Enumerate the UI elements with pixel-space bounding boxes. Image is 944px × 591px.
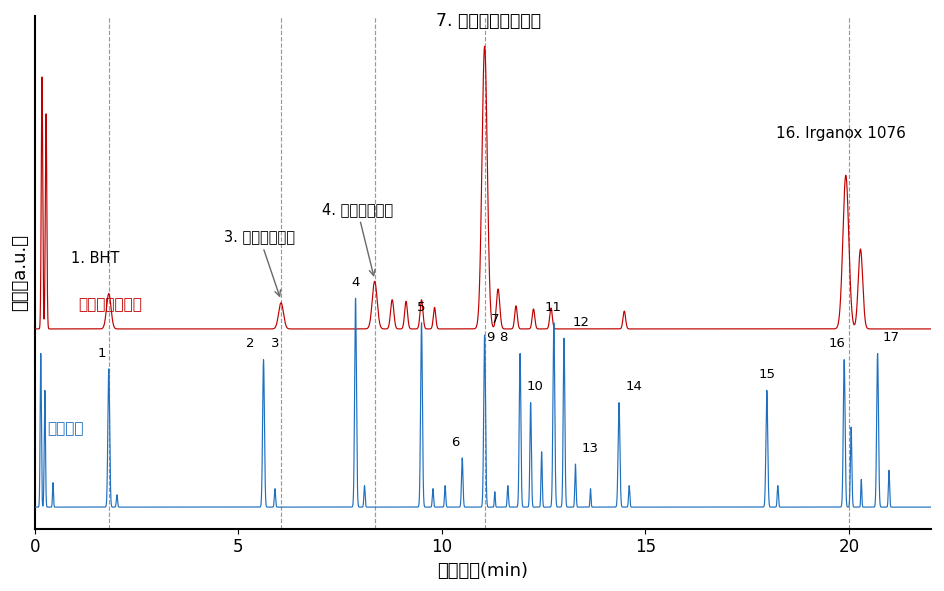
Text: 4. ステアリン酸: 4. ステアリン酸 bbox=[321, 202, 393, 275]
Text: 13: 13 bbox=[581, 442, 598, 455]
Text: 17: 17 bbox=[881, 332, 898, 345]
X-axis label: 保持時間(min): 保持時間(min) bbox=[437, 562, 528, 580]
Text: 8: 8 bbox=[499, 332, 508, 345]
Text: 9: 9 bbox=[486, 332, 495, 345]
Text: 15: 15 bbox=[757, 368, 774, 381]
Text: 16: 16 bbox=[828, 337, 844, 350]
Text: 10: 10 bbox=[526, 381, 543, 394]
Text: 11: 11 bbox=[544, 301, 561, 314]
Text: 5: 5 bbox=[417, 301, 426, 314]
Text: 標準試料: 標準試料 bbox=[47, 421, 84, 436]
Text: 14: 14 bbox=[625, 381, 642, 394]
Text: 7: 7 bbox=[490, 313, 498, 326]
Text: 1. BHT: 1. BHT bbox=[71, 251, 119, 266]
Text: 4: 4 bbox=[351, 276, 360, 289]
Text: 3: 3 bbox=[270, 337, 278, 350]
Text: 16. Irganox 1076: 16. Irganox 1076 bbox=[775, 126, 904, 141]
Text: 7. オレイン酸アミド: 7. オレイン酸アミド bbox=[435, 12, 540, 30]
Y-axis label: 強度（a.u.）: 強度（a.u.） bbox=[11, 233, 29, 311]
Text: 12: 12 bbox=[572, 316, 589, 329]
Text: 1: 1 bbox=[97, 347, 106, 360]
Text: ポリチャック袋: ポリチャック袋 bbox=[78, 297, 143, 312]
Text: 3. パルミチン酸: 3. パルミチン酸 bbox=[224, 229, 295, 296]
Text: 2: 2 bbox=[246, 337, 255, 350]
Text: 6: 6 bbox=[450, 436, 459, 449]
